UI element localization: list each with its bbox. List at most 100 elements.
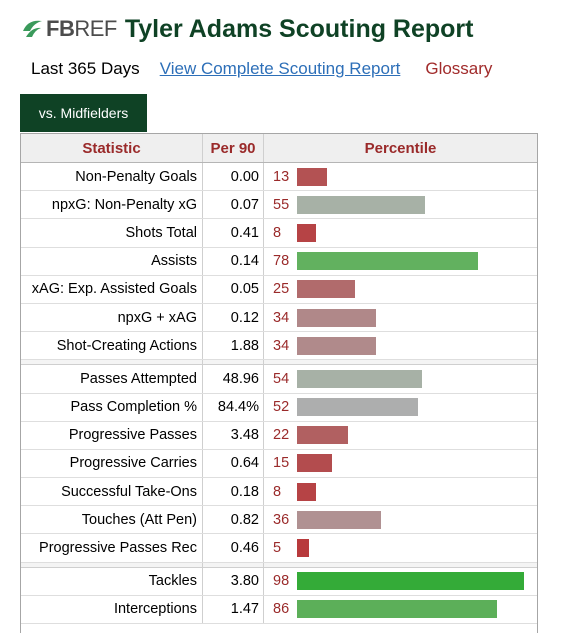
percentile-bar (297, 195, 425, 214)
table-row: Pass Completion % 84.4% 52 (21, 393, 537, 422)
percentile-cell: 22 (264, 422, 537, 449)
stat-name: npxG: Non-Penalty xG (21, 191, 203, 219)
group-divider (21, 562, 537, 568)
tab-vs-midfielders[interactable]: vs. Midfielders (20, 94, 147, 132)
percentile-cell: 52 (264, 394, 537, 421)
percentile-bar (297, 252, 478, 271)
stat-name: Assists (21, 247, 203, 275)
per90-value: 3.48 (203, 421, 264, 449)
per90-value: 1.47 (203, 595, 264, 623)
table-row: Shots Total 0.41 8 (21, 219, 537, 248)
per90-value: 84.4% (203, 393, 264, 421)
percentile-cell: 15 (264, 450, 537, 477)
percentile-cell: 54 (264, 365, 537, 392)
percentile-cell: 25 (264, 276, 537, 303)
per90-value: 0.07 (203, 191, 264, 219)
stat-name: Passes Attempted (21, 365, 203, 393)
group-divider (21, 360, 537, 366)
stat-name: Tackles (21, 567, 203, 595)
percentile-cell: 13 (264, 163, 537, 190)
percentile-bar (297, 510, 381, 529)
stat-name: Progressive Passes (21, 421, 203, 449)
table-row: Passes Attempted 48.96 54 (21, 365, 537, 394)
table-row: Progressive Carries 0.64 15 (21, 449, 537, 479)
percentile-value: 13 (273, 168, 290, 185)
percentile-value: 8 (273, 483, 282, 500)
percentile-bar (297, 398, 418, 417)
header-statistic[interactable]: Statistic (21, 134, 203, 162)
percentile-bar (297, 426, 349, 445)
percentile-value: 15 (273, 455, 290, 472)
table-row: Progressive Passes Rec 0.46 5 (21, 534, 537, 563)
complete-report-link[interactable]: View Complete Scouting Report (159, 59, 401, 78)
percentile-bar (297, 167, 328, 186)
percentile-value: 98 (273, 573, 290, 590)
logo-fb-text: FB (46, 16, 75, 41)
sub-navigation: Last 365 Days View Complete Scouting Rep… (31, 59, 492, 79)
percentile-cell: 78 (264, 248, 537, 275)
percentile-bar (297, 308, 376, 327)
percentile-value: 86 (273, 601, 290, 618)
table-row: Non-Penalty Goals 0.00 13 (21, 163, 537, 192)
per90-value: 0.18 (203, 478, 264, 506)
percentile-value: 36 (273, 511, 290, 528)
per90-value: 1.88 (203, 332, 264, 360)
percentile-cell: 34 (264, 304, 537, 331)
table-row: Progressive Passes 3.48 22 (21, 421, 537, 450)
logo-ref-text: REF (74, 16, 117, 41)
stat-name: Interceptions (21, 595, 203, 623)
percentile-cell: 5 (264, 534, 537, 561)
stat-name: xAG: Exp. Assisted Goals (21, 275, 203, 303)
table-row: xAG: Exp. Assisted Goals 0.05 25 (21, 275, 537, 304)
percentile-value: 34 (273, 309, 290, 326)
stat-name: Progressive Carries (21, 449, 203, 478)
stat-name: Non-Penalty Goals (21, 163, 203, 191)
fbref-logo[interactable]: FB REF (20, 16, 117, 42)
percentile-cell: 8 (264, 219, 537, 246)
table-row: Successful Take-Ons 0.18 8 (21, 478, 537, 507)
per90-value: 0.41 (203, 219, 264, 247)
percentile-bar (297, 600, 497, 619)
percentile-value: 22 (273, 427, 290, 444)
per90-value: 48.96 (203, 365, 264, 393)
stat-name: Shot-Creating Actions (21, 332, 203, 360)
table-row: Tackles 3.80 98 (21, 567, 537, 596)
percentile-value: 5 (273, 540, 282, 557)
page-header: FB REF Tyler Adams Scouting Report (20, 12, 474, 46)
glossary-link[interactable]: Glossary (425, 59, 493, 78)
per90-value: 0.82 (203, 506, 264, 534)
header-percentile[interactable]: Percentile (364, 139, 437, 157)
per90-value: 0.12 (203, 303, 264, 332)
percentile-value: 55 (273, 196, 290, 213)
table-row: Assists 0.14 78 (21, 247, 537, 276)
stat-name: Shots Total (21, 219, 203, 247)
table-row: Interceptions 1.47 86 (21, 595, 537, 624)
header-per90[interactable]: Per 90 (203, 134, 264, 162)
stat-name: Successful Take-Ons (21, 478, 203, 506)
per90-value: 0.64 (203, 449, 264, 478)
fbref-leaf-icon (23, 20, 42, 37)
stat-name: npxG + xAG (21, 303, 203, 332)
table-row: npxG: Non-Penalty xG 0.07 55 (21, 191, 537, 220)
per90-value: 0.00 (203, 163, 264, 191)
scouting-table: Statistic Per 90 Percentile Non-Penalty … (20, 133, 538, 633)
percentile-bar (297, 482, 316, 501)
percentile-value: 34 (273, 337, 290, 354)
percentile-cell: 86 (264, 596, 537, 623)
page-title: Tyler Adams Scouting Report (124, 14, 474, 43)
percentile-value: 78 (273, 253, 290, 270)
percentile-value: 54 (273, 370, 290, 387)
percentile-bar (297, 454, 332, 473)
per90-value: 0.14 (203, 247, 264, 275)
percentile-cell: 36 (264, 506, 537, 533)
percentile-value: 52 (273, 399, 290, 416)
per90-value: 0.46 (203, 534, 264, 562)
percentile-bar (297, 572, 525, 591)
percentile-cell: 34 (264, 332, 537, 359)
table-row: npxG + xAG 0.12 34 (21, 303, 537, 333)
percentile-cell: 55 (264, 191, 537, 218)
table-body: Non-Penalty Goals 0.00 13 npxG: Non-Penalty… (21, 163, 537, 624)
table-header: Statistic Per 90 Percentile (21, 134, 537, 163)
percentile-cell: 98 (264, 568, 537, 595)
percentile-value: 8 (273, 224, 282, 241)
